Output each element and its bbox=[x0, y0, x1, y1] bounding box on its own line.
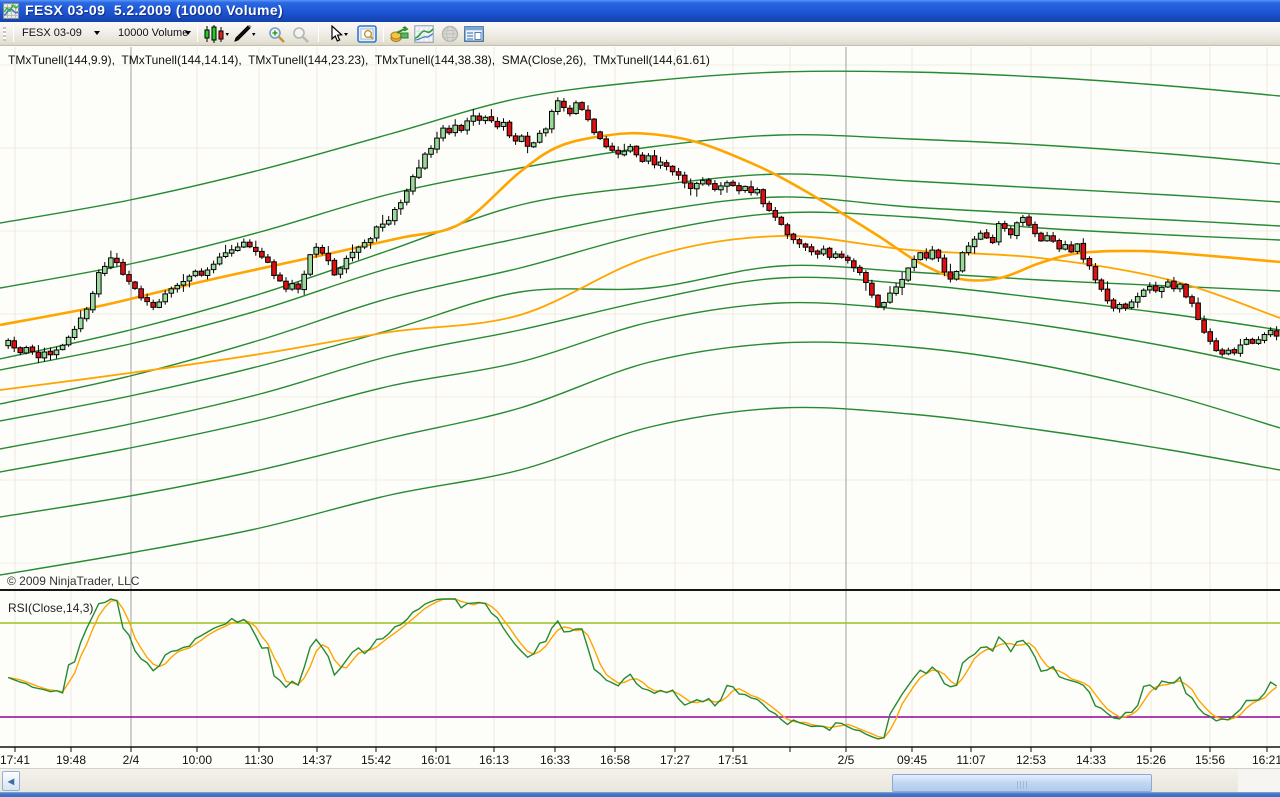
svg-text:09:45: 09:45 bbox=[897, 753, 927, 767]
svg-text:15:42: 15:42 bbox=[361, 753, 391, 767]
svg-text:16:21: 16:21 bbox=[1252, 753, 1280, 767]
svg-text:16:01: 16:01 bbox=[421, 753, 451, 767]
svg-text:12:53: 12:53 bbox=[1016, 753, 1046, 767]
svg-text:TMxTunell(144,9.9), TMxTunell: TMxTunell(144,9.9), TMxTunell(144,14.14)… bbox=[8, 53, 710, 67]
svg-text:15:56: 15:56 bbox=[1195, 753, 1225, 767]
svg-text:17:27: 17:27 bbox=[660, 753, 690, 767]
svg-text:16:13: 16:13 bbox=[479, 753, 509, 767]
svg-text:2/4: 2/4 bbox=[123, 753, 140, 767]
svg-text:11:30: 11:30 bbox=[244, 753, 273, 767]
svg-text:2/5: 2/5 bbox=[838, 753, 855, 767]
svg-text:10:00: 10:00 bbox=[182, 753, 212, 767]
svg-text:17:41: 17:41 bbox=[0, 753, 30, 767]
svg-text:© 2009 NinjaTrader, LLC: © 2009 NinjaTrader, LLC bbox=[7, 574, 140, 588]
svg-text:16:58: 16:58 bbox=[600, 753, 630, 767]
svg-text:RSI(Close,14,3): RSI(Close,14,3) bbox=[8, 601, 93, 615]
svg-text:17:51: 17:51 bbox=[718, 753, 748, 767]
svg-text:11:07: 11:07 bbox=[956, 753, 985, 767]
svg-text:14:37: 14:37 bbox=[302, 753, 332, 767]
svg-text:15:26: 15:26 bbox=[1136, 753, 1166, 767]
svg-text:16:33: 16:33 bbox=[540, 753, 570, 767]
svg-text:14:33: 14:33 bbox=[1076, 753, 1106, 767]
svg-text:19:48: 19:48 bbox=[56, 753, 86, 767]
